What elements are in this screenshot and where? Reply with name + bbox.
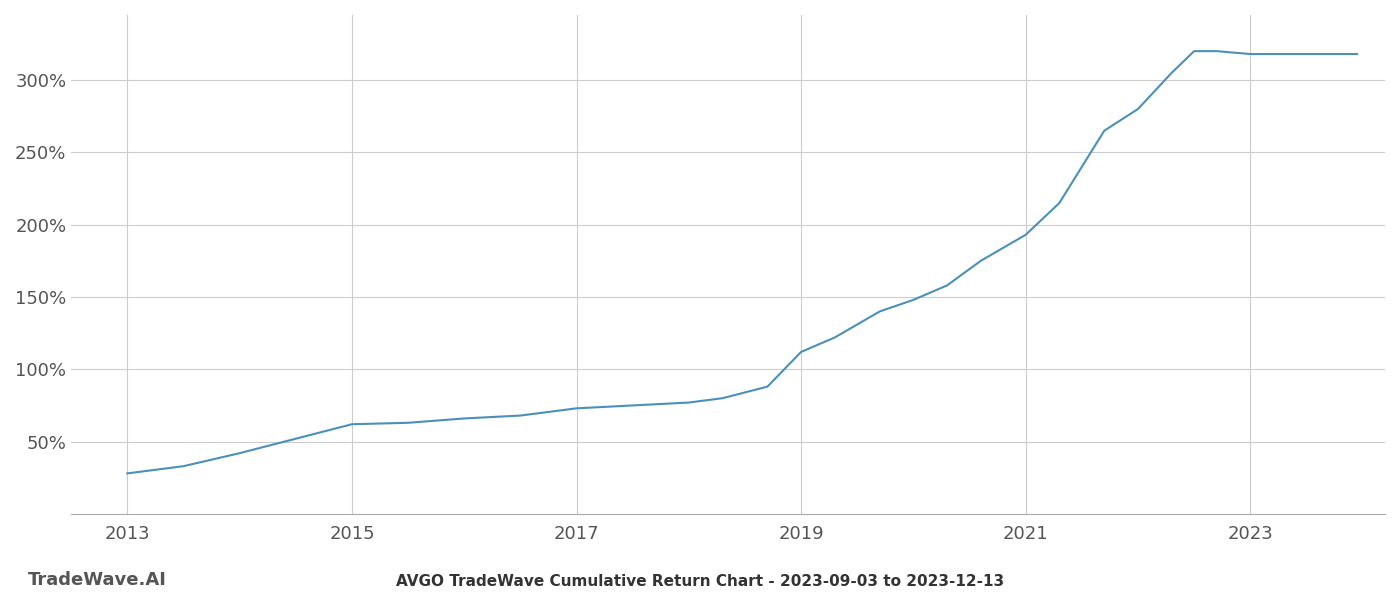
Text: AVGO TradeWave Cumulative Return Chart - 2023-09-03 to 2023-12-13: AVGO TradeWave Cumulative Return Chart -… bbox=[396, 574, 1004, 589]
Text: TradeWave.AI: TradeWave.AI bbox=[28, 571, 167, 589]
